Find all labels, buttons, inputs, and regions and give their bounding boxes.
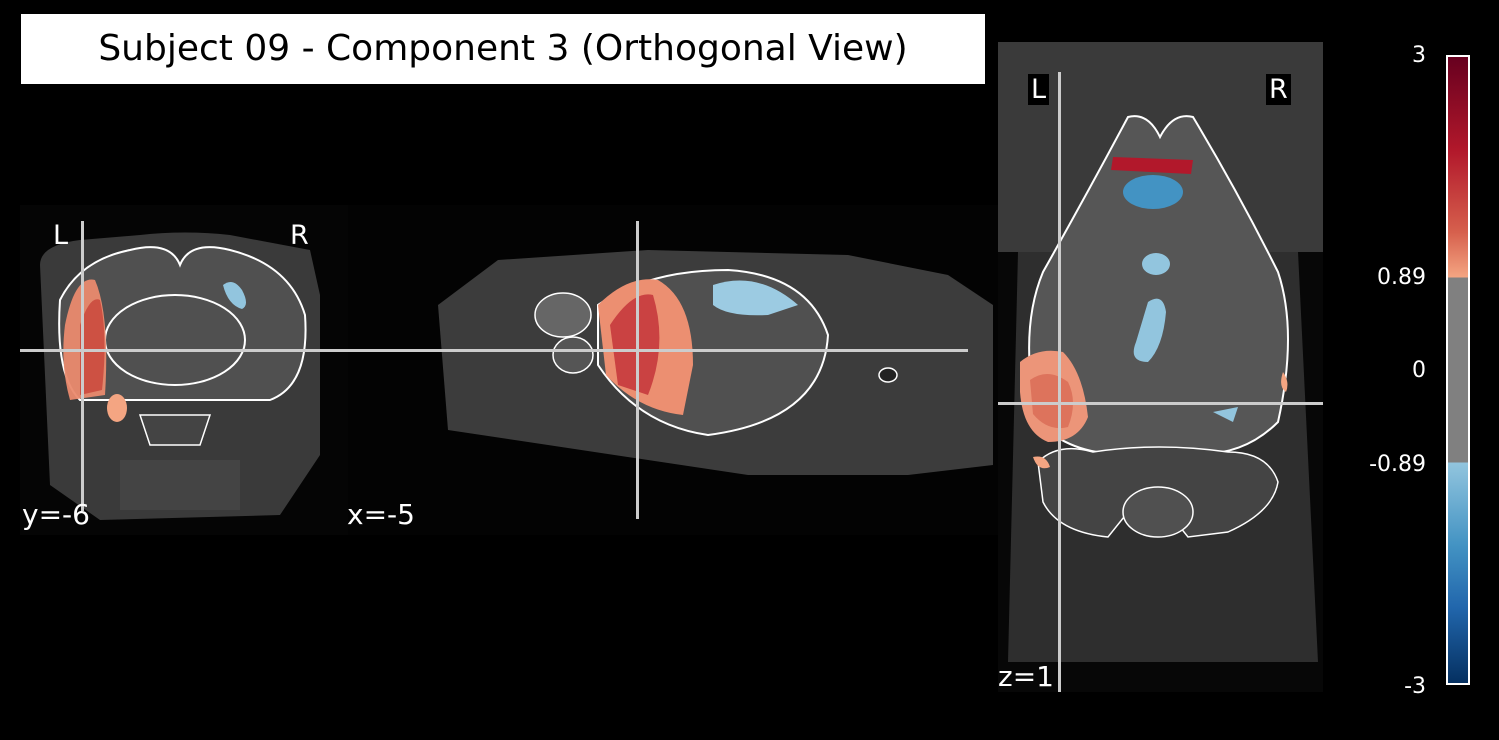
coronal-crosshair-vertical [81, 221, 84, 511]
colorbar-tick-zero: 0 [1412, 358, 1426, 383]
coronal-left-label: L [53, 220, 69, 251]
colorbar-tick-upper-threshold: 0.89 [1377, 265, 1426, 290]
colorbar-tick-lower-threshold: -0.89 [1369, 452, 1426, 477]
axial-view-panel [998, 42, 1323, 692]
colorbar [1446, 55, 1470, 685]
axial-right-label: R [1266, 74, 1291, 105]
sagittal-view-panel [348, 205, 998, 535]
colorbar-tick-max: 3 [1412, 43, 1426, 68]
colorbar-tick-min: -3 [1404, 674, 1426, 699]
axial-coordinate-label: z=1 [998, 660, 1054, 693]
axial-crosshair-vertical [1058, 72, 1061, 692]
coronal-view-panel [20, 205, 350, 535]
horizontal-crosshair [20, 349, 968, 352]
coronal-right-label: R [290, 220, 309, 251]
axial-left-label: L [1028, 74, 1050, 105]
axial-crosshair-horizontal [998, 402, 1323, 405]
figure-title: Subject 09 - Component 3 (Orthogonal Vie… [21, 14, 985, 84]
sagittal-crosshair-vertical [636, 221, 639, 519]
sagittal-coordinate-label: x=-5 [347, 498, 415, 531]
coronal-coordinate-label: y=-6 [22, 498, 90, 531]
